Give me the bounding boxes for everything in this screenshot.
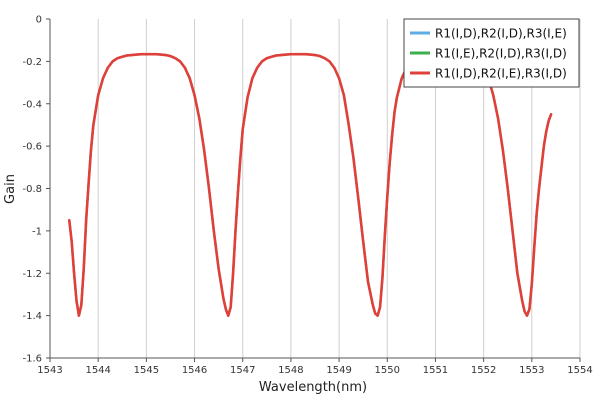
x-tick-label: 1549 <box>326 365 351 376</box>
x-tick-label: 1554 <box>567 365 592 376</box>
y-tick-label: 0 <box>36 15 42 26</box>
x-tick-label: 1553 <box>519 365 544 376</box>
series-line-3 <box>67 52 553 317</box>
y-tick-label: -0.8 <box>22 184 42 195</box>
x-tick-label: 1551 <box>423 365 448 376</box>
x-tick-label: 1547 <box>230 365 255 376</box>
y-tick-label: -1.6 <box>22 354 42 365</box>
y-tick-label: -0.4 <box>22 99 42 110</box>
legend: R1(I,D),R2(I,D),R3(I,E) R1(I,E),R2(I,D),R… <box>403 18 580 88</box>
x-tick-label: 1543 <box>37 365 62 376</box>
y-tick-label: -0.2 <box>22 57 42 68</box>
x-tick-label: 1548 <box>278 365 303 376</box>
y-axis-label: Gain <box>3 174 18 204</box>
legend-label-2: R1(I,E),R2(I,D),R3(I,D) <box>435 47 567 61</box>
legend-label-1: R1(I,D),R2(I,D),R3(I,E) <box>435 27 567 41</box>
x-tick-label: 1546 <box>182 365 207 376</box>
x-axis-label: Wavelength(nm) <box>259 380 367 395</box>
legend-label-3: R1(I,D),R2(I,E),R3(I,D) <box>435 67 567 81</box>
y-tick-label: -1 <box>32 226 42 237</box>
legend-box <box>403 18 580 88</box>
y-tick-label: -1.2 <box>22 269 42 280</box>
series-layer <box>67 52 553 317</box>
x-tick-label: 1550 <box>375 365 400 376</box>
y-tick-label: -1.4 <box>22 311 42 322</box>
y-tick-label: -0.6 <box>22 142 42 153</box>
x-tick-label: 1545 <box>134 365 159 376</box>
ticks-layer: 1543 1544 1545 1546 1547 1548 1549 1550 1551 1552… <box>22 15 592 377</box>
series-line-1 <box>68 53 553 317</box>
x-tick-label: 1552 <box>471 365 496 376</box>
series-line-2 <box>68 53 553 317</box>
x-tick-label: 1544 <box>85 365 110 376</box>
